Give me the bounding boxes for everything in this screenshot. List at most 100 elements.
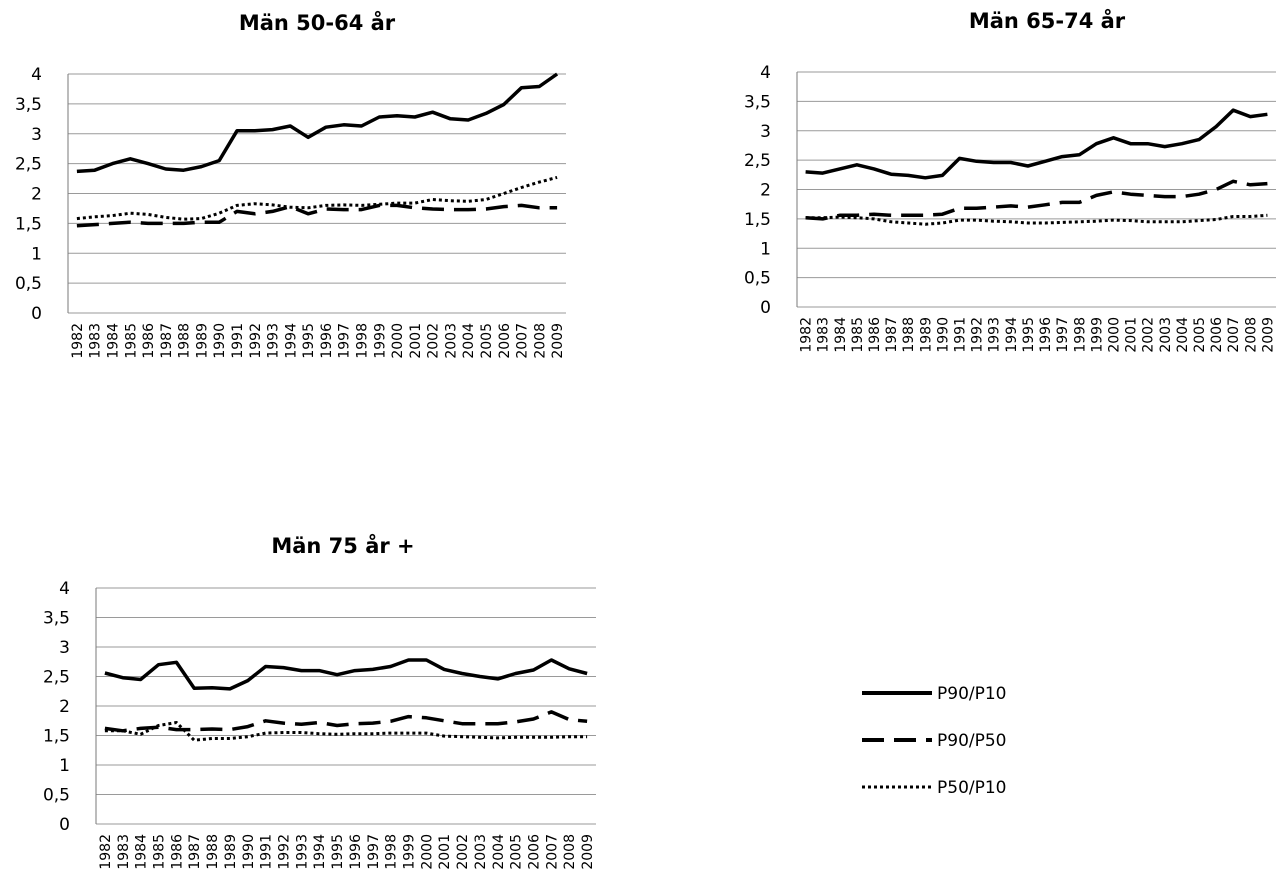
x-tick-label: 2003 [473,834,489,870]
series-line-p90-p10 [104,658,588,691]
x-tick-label: 1985 [123,323,139,359]
x-tick-label: 1988 [177,323,193,359]
x-tick-label: 2003 [1158,317,1174,353]
x-tick-label: 2001 [437,834,453,870]
x-tick-label: 2000 [1106,317,1122,353]
x-tick-label: 1982 [799,317,815,353]
x-tick-label: 1990 [935,317,951,353]
series-lines [76,72,559,228]
legend-label-p90-p10: P90/P10 [937,684,1007,704]
chart-title: Män 75 år + [271,533,414,558]
x-tick-label: 1984 [134,834,150,870]
x-tick-label: 1982 [70,323,86,359]
x-tick-label: 1995 [330,834,346,870]
x-tick-label: 2005 [509,834,525,870]
y-tick-label: 2,5 [744,151,771,171]
y-axis-ticks: 0 0,5 1 1,5 2 2,5 3 3,5 4 [15,65,42,324]
x-tick-label: 1987 [159,323,175,359]
x-tick-label: 1993 [294,834,310,870]
y-tick-label: 1,5 [15,214,42,234]
y-tick-label: 1 [760,239,771,259]
x-tick-label: 1995 [1021,317,1037,353]
x-tick-label: 1995 [301,323,317,359]
y-tick-label: 3,5 [43,609,70,629]
x-tick-label: 1991 [230,323,246,359]
x-tick-label: 1990 [241,834,257,870]
y-tick-label: 3 [760,122,771,142]
y-tick-label: 4 [31,65,42,85]
legend-label-p90-p50: P90/P50 [937,731,1007,751]
y-tick-label: 3 [31,125,42,145]
x-tick-label: 2002 [455,834,471,870]
series-line-p90-p50 [805,179,1268,221]
x-tick-label: 1994 [1004,317,1020,353]
x-tick-label: 1991 [259,834,275,870]
y-tick-label: 1 [59,756,70,776]
x-tick-label: 2006 [1209,317,1225,353]
chart-men-65-74: Män 65-74 år 00,511,522,533,54 1982 1983 1… [744,8,1276,353]
y-tick-label: 0 [59,815,70,835]
x-tick-label: 1999 [1089,317,1105,353]
gridlines [796,71,1276,308]
x-tick-label: 2005 [479,323,495,359]
x-tick-label: 1986 [169,834,185,870]
x-tick-label: 1997 [337,323,353,359]
series-line-p50-p10 [805,213,1268,226]
chart-men-50-64: Män 50-64 år 00,511,522,533,54 1982 1983 1… [15,10,566,359]
y-tick-label: 2 [31,185,42,205]
x-tick-label: 2009 [1260,317,1276,353]
x-tick-label: 1985 [850,317,866,353]
x-tick-label: 1994 [312,834,328,870]
x-tick-label: 1998 [354,323,370,359]
x-tick-label: 1988 [205,834,221,870]
x-tick-label: 1989 [918,317,934,353]
legend: P90/P10 P90/P50 P50/P10 [862,684,1007,798]
y-tick-label: 3,5 [15,95,42,115]
x-tick-label: 1989 [194,323,210,359]
x-tick-label: 1983 [116,834,132,870]
x-tick-label: 2004 [491,834,507,870]
series-lines [104,658,588,742]
x-tick-label: 1982 [98,834,114,870]
x-tick-label: 2007 [544,834,560,870]
x-tick-label: 1994 [283,323,299,359]
y-tick-label: 0 [760,298,771,318]
x-tick-label: 1986 [867,317,883,353]
x-tick-label: 2005 [1192,317,1208,353]
series-lines [805,108,1268,226]
series-line-p90-p10 [805,108,1268,180]
x-tick-label: 2004 [1175,317,1191,353]
y-tick-label: 1,5 [744,210,771,230]
x-tick-label: 1983 [88,323,104,359]
x-tick-label: 2006 [497,323,513,359]
x-tick-label: 1991 [953,317,969,353]
series-line-p90-p50 [76,203,558,228]
x-tick-label: 2008 [1243,317,1259,353]
x-tick-label: 1992 [248,323,264,359]
y-tick-label: 4 [760,63,771,83]
x-tick-label: 1997 [366,834,382,870]
x-tick-label: 1990 [212,323,228,359]
x-tick-label: 1984 [833,317,849,353]
x-tick-label: 1985 [152,834,168,870]
x-axis-ticks: 1982 1983 1984 1985 1986 1987 1988 1989 1990 1991… [70,323,566,359]
x-tick-label: 2003 [443,323,459,359]
x-tick-label: 2009 [580,834,596,870]
x-tick-label: 1989 [223,834,239,870]
x-axis-ticks: 1982 1983 1984 1985 1986 1987 1988 1989 1990 1991… [98,834,596,870]
x-tick-label: 1996 [1038,317,1054,353]
y-tick-label: 2 [760,181,771,201]
x-tick-label: 1997 [1055,317,1071,353]
x-tick-label: 2008 [562,834,578,870]
x-tick-label: 2001 [408,323,424,359]
x-tick-label: 1984 [105,323,121,359]
x-tick-label: 2009 [550,323,566,359]
x-tick-label: 2007 [515,323,531,359]
y-tick-label: 1,5 [43,727,70,747]
x-tick-label: 2007 [1226,317,1242,353]
x-tick-label: 1992 [970,317,986,353]
x-tick-label: 1986 [141,323,157,359]
x-tick-label: 2001 [1124,317,1140,353]
y-tick-label: 0,5 [15,274,42,294]
